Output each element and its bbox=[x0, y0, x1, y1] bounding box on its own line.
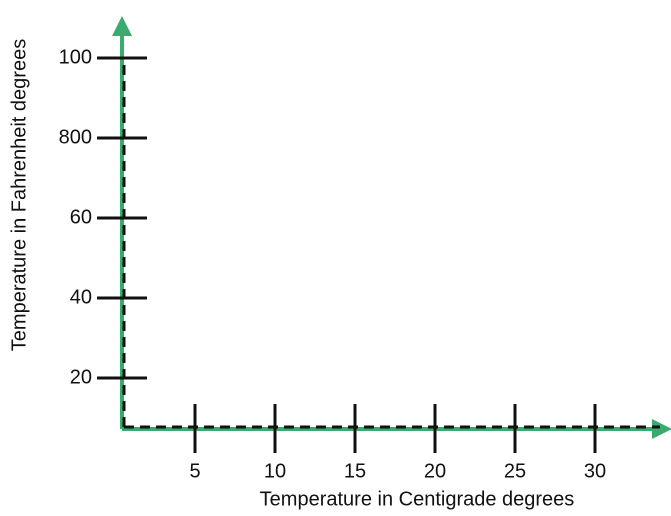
y-tick-label: 100 bbox=[59, 46, 92, 68]
x-axis-label: Temperature in Centigrade degrees bbox=[260, 488, 575, 510]
x-tick-label: 25 bbox=[504, 460, 526, 482]
y-tick-label: 20 bbox=[70, 366, 92, 388]
ticks: 100 800 60 40 20 5 10 15 20 25 30 bbox=[59, 46, 607, 482]
x-tick-label: 30 bbox=[584, 460, 606, 482]
y-tick-label: 60 bbox=[70, 206, 92, 228]
x-tick-label: 15 bbox=[344, 460, 366, 482]
y-tick-label: 800 bbox=[59, 126, 92, 148]
y-axis-label: Temperature in Fahrenheit degrees bbox=[8, 39, 30, 351]
x-tick-label: 5 bbox=[189, 460, 200, 482]
x-tick-label: 10 bbox=[264, 460, 286, 482]
y-tick-label: 40 bbox=[70, 286, 92, 308]
x-tick-label: 20 bbox=[424, 460, 446, 482]
